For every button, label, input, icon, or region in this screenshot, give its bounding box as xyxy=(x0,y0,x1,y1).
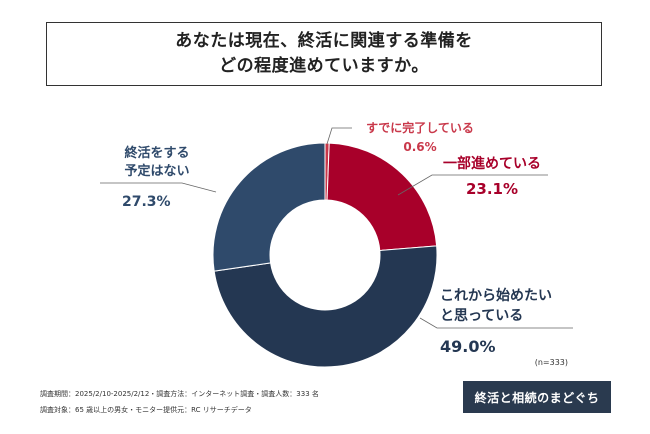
slice-value-3: 49.0% xyxy=(440,337,496,356)
sample-size-note: (n=333) xyxy=(535,358,568,367)
survey-period-note: 調査期間：2025/2/10-2025/2/12・調査方法：インターネット調査・… xyxy=(40,390,319,398)
slice-label-2-line-1: 一部進めている xyxy=(443,155,541,172)
slice-label-4-line-1: 終活をする xyxy=(124,145,189,161)
slice-value-1: 0.6% xyxy=(403,140,436,154)
title-line-1: あなたは現在、終活に関連する準備を xyxy=(175,31,473,51)
leader-line-2 xyxy=(397,174,548,196)
slice-label-3-line-2: と思っている xyxy=(440,308,523,324)
survey-target-note: 調査対象：65 歳以上の男女・モニター提供元：RC リサーチデータ xyxy=(40,406,252,414)
slice-value-2: 23.1% xyxy=(466,180,518,198)
title-line-2: どの程度進めていますか。 xyxy=(219,56,429,76)
donut-slice-3 xyxy=(213,245,438,368)
title-box: あなたは現在、終活に関連する準備を どの程度進めていますか。 xyxy=(46,22,602,86)
slice-label-4-line-2: 予定はない xyxy=(124,163,189,179)
leader-line-3 xyxy=(419,317,573,329)
slice-label-1-line-1: すでに完了している xyxy=(366,120,474,135)
leader-line-4 xyxy=(100,182,217,193)
donut-slice-4 xyxy=(212,142,326,272)
slice-value-4: 27.3% xyxy=(122,194,171,210)
slice-label-3-line-1: これから始めたい xyxy=(440,287,552,304)
donut-slice-2 xyxy=(326,142,438,252)
brand-logo: 終活と相続のまどぐち xyxy=(463,381,611,413)
leader-line-1 xyxy=(326,127,352,145)
